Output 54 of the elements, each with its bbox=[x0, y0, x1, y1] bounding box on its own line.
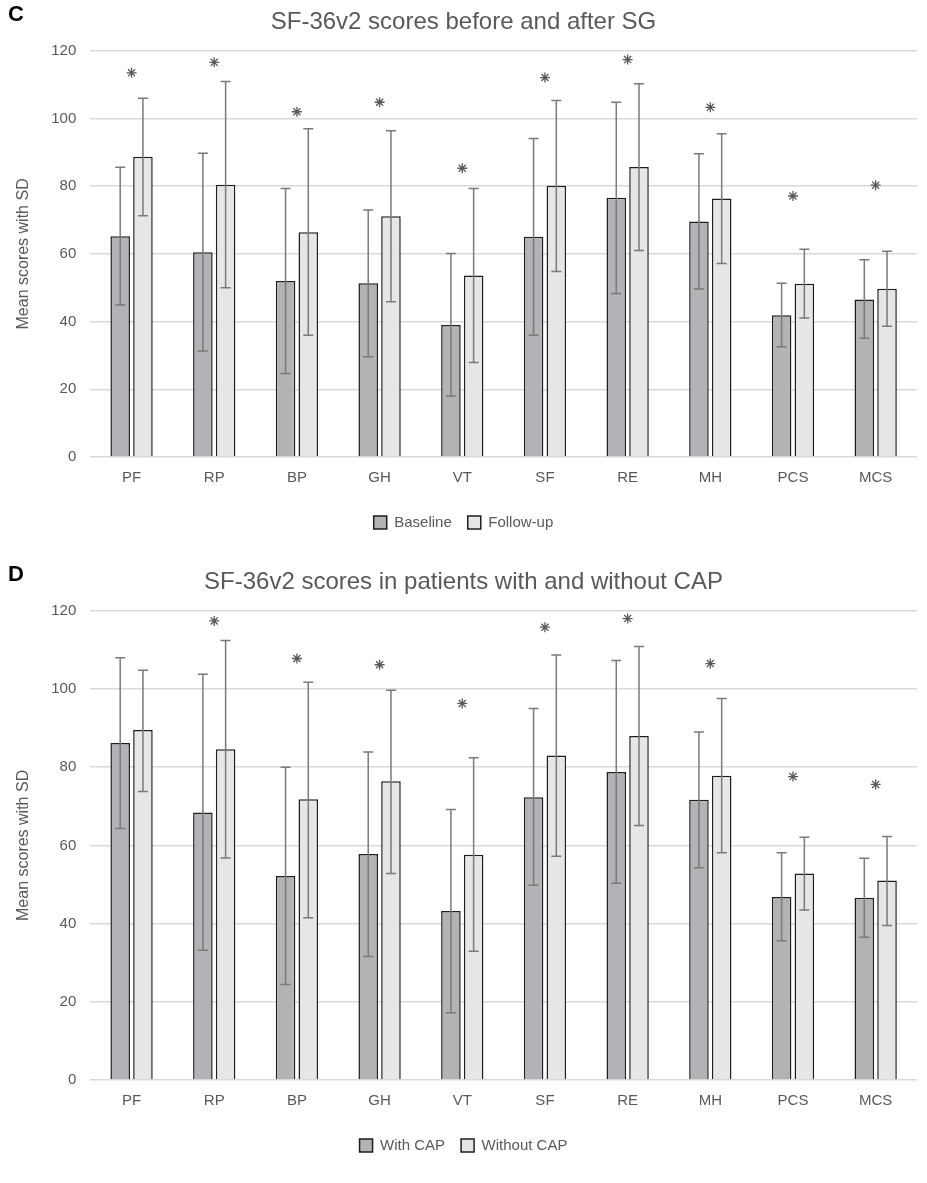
x-tick-label: GH bbox=[368, 1091, 391, 1109]
text: D bbox=[8, 561, 24, 587]
x-tick-label: RP bbox=[203, 1091, 225, 1109]
legend-label: Without CAP bbox=[481, 1135, 568, 1153]
x-tick-label: MH bbox=[698, 1091, 722, 1109]
text: C bbox=[8, 1, 24, 27]
chart-title: SF-36v2 scores in patients with and without CAP bbox=[204, 567, 723, 595]
y-tick-label: 0 bbox=[67, 1070, 77, 1088]
x-tick-label: PCS bbox=[777, 1091, 809, 1109]
x-tick-label: BP bbox=[286, 468, 307, 486]
y-tick-label: 120 bbox=[51, 600, 77, 618]
point bbox=[291, 106, 303, 118]
y-axis-title: Mean scores with SD bbox=[14, 178, 32, 330]
x-tick-label: PCS bbox=[777, 468, 809, 486]
y-tick-label: 60 bbox=[59, 244, 77, 262]
point bbox=[787, 190, 799, 202]
x-tick-label: MCS bbox=[858, 1091, 893, 1109]
point bbox=[704, 101, 716, 113]
legend-label: Follow-up bbox=[488, 512, 554, 530]
y-tick-label: 40 bbox=[59, 913, 77, 931]
chart-title: SF-36v2 scores before and after SG bbox=[270, 7, 657, 35]
y-tick-label: 60 bbox=[59, 835, 77, 853]
point bbox=[456, 162, 468, 174]
x-tick-label: PF bbox=[121, 1091, 142, 1109]
point bbox=[208, 56, 220, 68]
x-tick-label: MH bbox=[698, 468, 722, 486]
y-tick-label: 80 bbox=[59, 176, 77, 194]
x-tick-label: SF bbox=[535, 468, 555, 486]
point bbox=[539, 71, 551, 84]
x-tick-label: GH bbox=[368, 468, 391, 486]
y-tick-label: 0 bbox=[67, 447, 77, 465]
y-tick-label: 20 bbox=[59, 379, 77, 397]
x-tick-label: RE bbox=[617, 1091, 639, 1109]
point bbox=[373, 96, 386, 108]
y-axis-title: Mean scores with SD bbox=[14, 769, 32, 921]
point bbox=[621, 53, 634, 66]
y-tick-label: 20 bbox=[59, 991, 77, 1009]
legend-label: With CAP bbox=[380, 1135, 446, 1153]
y-tick-label: 80 bbox=[59, 757, 77, 775]
x-tick-label: RE bbox=[617, 468, 639, 486]
x-tick-label: MCS bbox=[858, 468, 893, 486]
y-tick-label: 100 bbox=[51, 108, 77, 126]
x-tick-label: RP bbox=[203, 468, 225, 486]
x-tick-label: BP bbox=[286, 1091, 307, 1109]
point bbox=[125, 67, 138, 79]
x-tick-label: SF bbox=[535, 1091, 555, 1109]
legend-label: Baseline bbox=[394, 512, 452, 530]
point bbox=[870, 179, 882, 191]
x-tick-label: PF bbox=[121, 468, 142, 486]
x-tick-label: VT bbox=[452, 468, 472, 486]
y-tick-label: 40 bbox=[59, 311, 77, 329]
y-tick-label: 100 bbox=[51, 679, 77, 697]
y-tick-label: 120 bbox=[51, 40, 77, 58]
x-tick-label: VT bbox=[452, 1091, 472, 1109]
